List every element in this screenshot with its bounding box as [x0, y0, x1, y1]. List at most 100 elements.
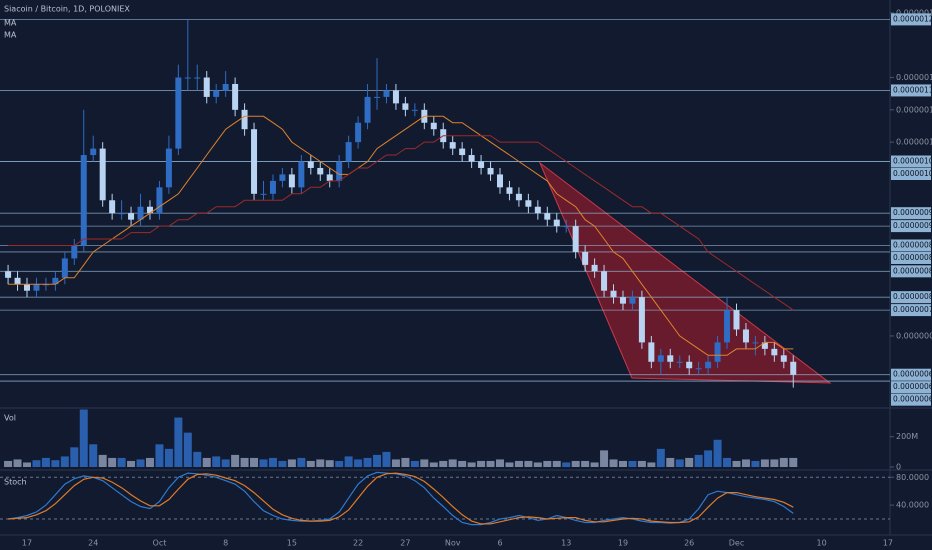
volume-bar	[590, 462, 599, 467]
volume-bar	[117, 457, 126, 467]
candle-body	[582, 251, 589, 265]
volume-bar	[98, 454, 107, 467]
stoch-line	[8, 471, 794, 526]
volume-bar	[202, 457, 211, 467]
price-label: 0.00000094	[893, 208, 932, 217]
volume-bar	[268, 457, 277, 467]
volume-bar	[127, 460, 136, 467]
volume-bar	[751, 460, 760, 467]
candle-body	[175, 77, 182, 149]
candle-body	[667, 355, 674, 362]
candle-body	[780, 355, 787, 362]
candle-body	[629, 297, 636, 304]
volume-bar	[32, 460, 41, 467]
volume-bar	[373, 454, 382, 467]
candle-body	[279, 174, 286, 181]
volume-bar	[685, 457, 694, 467]
volume-bar	[562, 462, 571, 467]
price-label-bg	[891, 265, 931, 278]
candle-body	[459, 148, 466, 156]
legend-entry: MA	[4, 31, 17, 40]
candle-body	[468, 155, 475, 162]
volume-bar	[174, 417, 183, 467]
candle-body	[430, 122, 437, 130]
candle-body	[326, 174, 333, 181]
volume-bar	[70, 447, 79, 467]
volume-bar	[675, 459, 684, 467]
volume-bar	[240, 457, 249, 467]
candle-body	[241, 109, 248, 130]
volume-bar	[637, 460, 646, 467]
volume-bar	[609, 459, 618, 467]
volume-bar	[401, 457, 410, 467]
volume-bar	[89, 444, 98, 467]
volume-bar	[287, 459, 296, 467]
volume-bar	[4, 460, 13, 467]
volume-bar	[439, 460, 448, 467]
volume-bar	[250, 457, 259, 467]
candle-body	[118, 213, 125, 215]
candle-body	[487, 167, 494, 175]
candle-body	[194, 77, 201, 79]
price-label-bg	[891, 220, 931, 233]
volume-bar	[704, 450, 713, 467]
volume-bar	[496, 459, 504, 467]
volume-bar	[741, 459, 750, 467]
x-tick-label: 22	[353, 539, 363, 548]
x-tick-label: 10	[817, 539, 827, 548]
candle-body	[128, 213, 135, 220]
volume-bar	[212, 456, 221, 467]
volume-bar	[335, 460, 344, 467]
volume-bar	[136, 459, 145, 467]
volume-bar	[571, 460, 580, 467]
panel-title: Stoch	[4, 478, 27, 487]
candle-body	[724, 310, 731, 343]
candle-body	[676, 361, 683, 363]
volume-bar	[618, 460, 627, 467]
candle-body	[478, 161, 485, 168]
candle-body	[657, 355, 664, 362]
volume-bar	[666, 457, 675, 467]
y-tick-label: 0.00000105	[896, 138, 932, 147]
y-tick-label: 0.00000125	[896, 8, 932, 17]
x-tick-label: 24	[88, 539, 98, 548]
candle-body	[317, 167, 324, 175]
volume-bar	[628, 460, 637, 467]
volume-bar	[486, 460, 495, 467]
candle-body	[24, 284, 30, 291]
x-tick-label: 17	[883, 539, 893, 548]
candle-body	[648, 342, 655, 362]
moving-average	[8, 115, 794, 356]
candle-body	[733, 310, 740, 330]
candle-body	[695, 368, 702, 370]
price-label-bg	[891, 368, 931, 381]
volume-bar	[732, 460, 741, 467]
candle-body	[269, 180, 276, 194]
candle-body	[374, 96, 381, 98]
price-label-bg	[891, 393, 931, 406]
price-label-bg	[891, 291, 931, 304]
panel-title: Vol	[4, 414, 16, 423]
price-label-bg	[891, 84, 931, 97]
candle-body	[752, 342, 759, 344]
volume-bar	[713, 439, 722, 467]
volume-bar	[316, 459, 325, 467]
candle-body	[260, 193, 267, 195]
candle-body	[591, 264, 598, 272]
candle-body	[761, 342, 768, 349]
volume-bar	[524, 460, 533, 467]
candle-body	[222, 83, 229, 91]
price-label-bg	[891, 381, 931, 394]
volume-bar	[505, 462, 514, 467]
y-tick-label: 0.00000115	[896, 73, 932, 82]
volume-bar	[108, 457, 117, 467]
candle-body	[213, 90, 220, 97]
volume-bar	[420, 459, 429, 467]
volume-bar	[259, 459, 268, 467]
legend-entry: MA	[4, 19, 17, 28]
x-tick-label: 13	[561, 539, 571, 548]
y-tick-label: 80.0000	[896, 473, 929, 482]
